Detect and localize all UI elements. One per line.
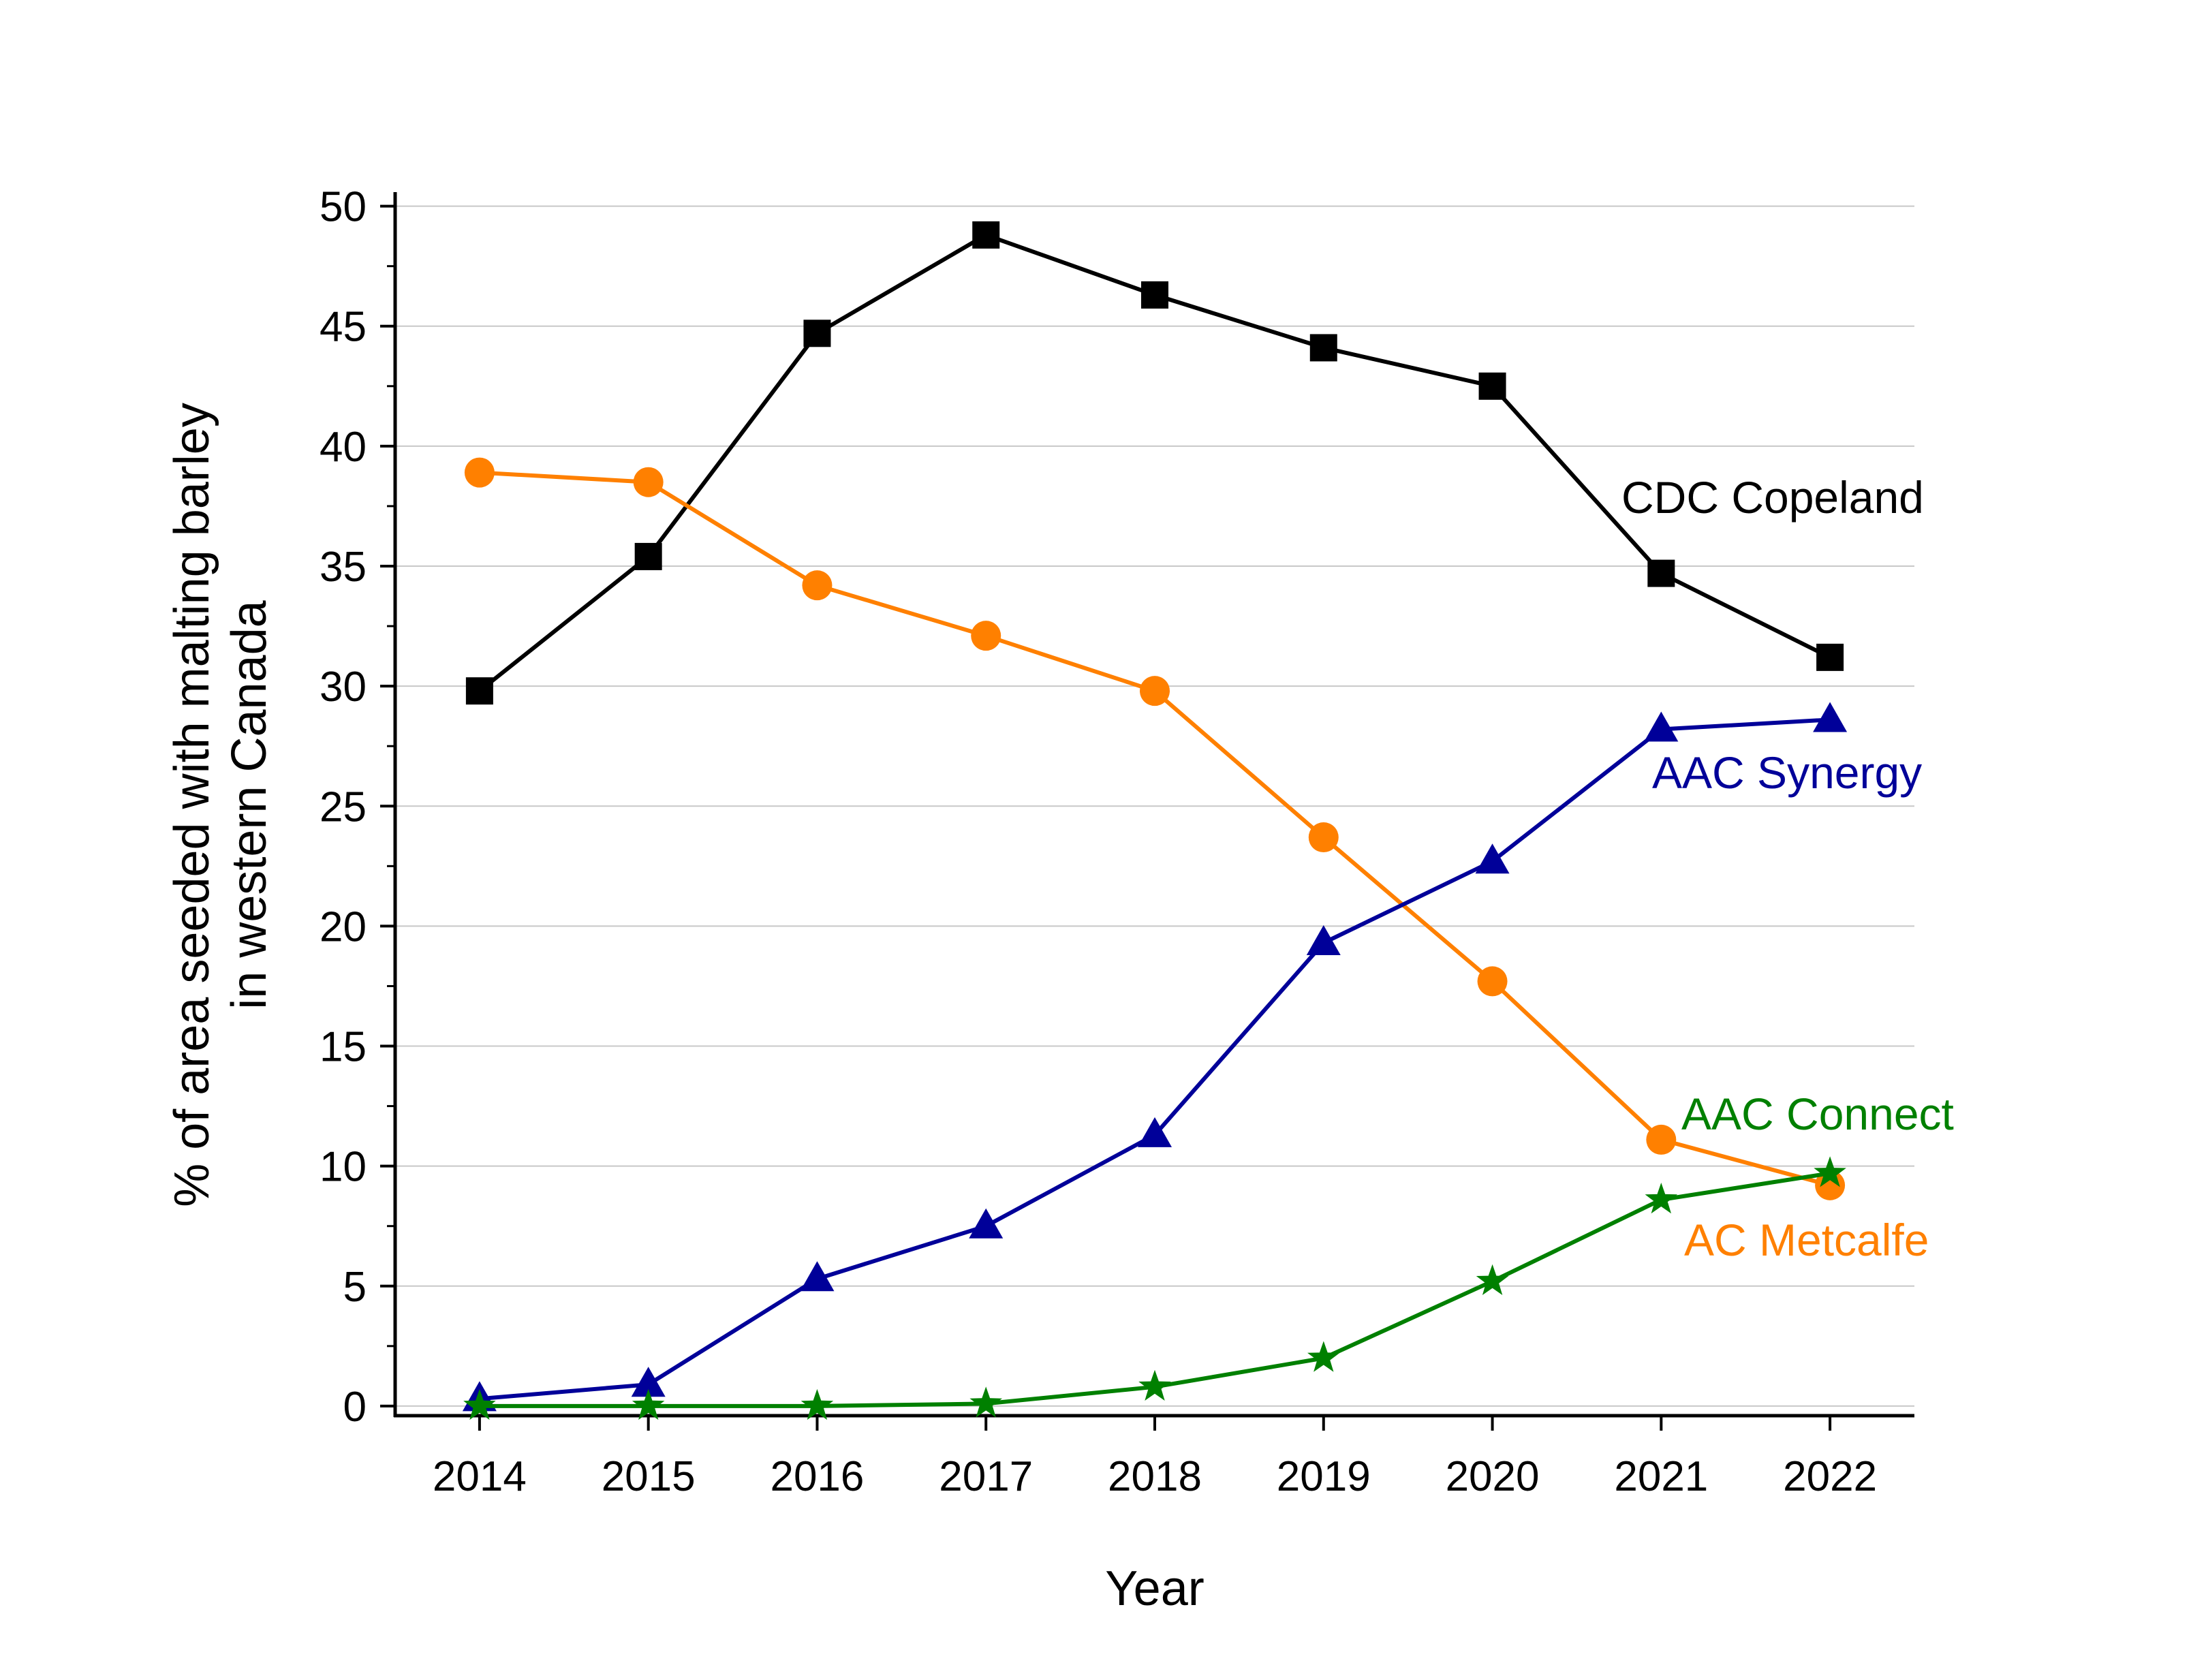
y-tick-label: 10	[320, 1144, 367, 1191]
data-point-square	[1647, 559, 1675, 587]
y-axis-title: % of area seeded with malting barleyin w…	[165, 403, 277, 1207]
data-point-triangle	[1644, 711, 1679, 742]
data-point-circle	[1308, 822, 1339, 853]
data-point-square	[634, 542, 662, 570]
series-lines	[462, 221, 1848, 1420]
data-point-star	[1645, 1183, 1678, 1214]
y-tick-label: 30	[320, 664, 367, 711]
data-point-triangle	[1813, 702, 1848, 732]
data-point-star	[801, 1388, 834, 1420]
data-point-triangle	[969, 1208, 1004, 1239]
data-point-star	[632, 1388, 665, 1420]
data-point-circle	[464, 457, 495, 488]
axes: 0 5 10 15 20 25 30 35 40 45 50 2014 2015 2016 2017 2018…	[165, 184, 1914, 1616]
x-tick-label: 2019	[1277, 1453, 1371, 1500]
y-tick-label: 15	[320, 1024, 367, 1071]
data-point-star	[1476, 1264, 1509, 1295]
data-point-triangle	[1475, 843, 1510, 874]
data-point-square	[1816, 643, 1844, 671]
data-point-star	[969, 1386, 1002, 1418]
data-point-star	[1307, 1341, 1340, 1372]
series-label: AAC Connect	[1681, 1089, 1954, 1139]
x-tick-label: 2018	[1108, 1453, 1202, 1500]
data-point-triangle	[631, 1367, 666, 1397]
series-label: AAC Synergy	[1652, 747, 1922, 798]
x-tick-label: 2020	[1446, 1453, 1540, 1500]
y-tick-label: 35	[320, 544, 367, 591]
y-tick-label: 25	[320, 783, 367, 830]
data-point-circle	[1815, 1170, 1846, 1200]
data-point-circle	[633, 467, 664, 497]
y-tick-label: 20	[320, 903, 367, 950]
y-tick-label: 5	[343, 1264, 367, 1311]
data-point-circle	[971, 621, 1001, 651]
series-cdc-copeland	[465, 221, 1844, 705]
gridlines	[395, 205, 1914, 1407]
data-point-triangle	[800, 1261, 835, 1292]
series-aac-synergy	[462, 702, 1848, 1412]
data-point-square	[1309, 334, 1337, 362]
data-point-star	[463, 1388, 496, 1420]
data-point-triangle	[1306, 925, 1341, 956]
x-tick-label: 2022	[1783, 1453, 1877, 1500]
y-tick-label: 45	[320, 304, 367, 351]
data-point-square	[1478, 372, 1506, 400]
data-point-star	[1138, 1369, 1171, 1401]
series-label: AC Metcalfe	[1684, 1215, 1929, 1265]
y-axis-title-line: % of area seeded with malting barley	[165, 403, 219, 1207]
x-tick-label: 2021	[1614, 1453, 1708, 1500]
x-tick-label: 2015	[602, 1453, 696, 1500]
x-tick-label: 2014	[433, 1453, 527, 1500]
series-ac-metcalfe	[464, 457, 1846, 1200]
data-point-circle	[1646, 1124, 1677, 1155]
x-tick-label: 2017	[939, 1453, 1033, 1500]
data-point-square	[1141, 281, 1168, 309]
series-aac-connect	[463, 1156, 1846, 1420]
y-tick-label: 50	[320, 184, 367, 231]
series-labels: CDC Copeland AC Metcalfe AAC Synergy AAC Co…	[1621, 472, 1954, 1265]
data-point-square	[803, 320, 831, 347]
x-tick-label: 2016	[770, 1453, 864, 1500]
data-point-square	[465, 677, 493, 705]
series-label: CDC Copeland	[1621, 472, 1924, 523]
data-point-circle	[1477, 966, 1508, 997]
y-axis-title-line: in western Canada	[222, 600, 277, 1009]
data-point-square	[972, 221, 1000, 249]
series-line	[479, 717, 1831, 1401]
y-tick-label: 0	[343, 1384, 367, 1431]
data-point-circle	[1140, 676, 1170, 706]
series-line	[479, 470, 1831, 1187]
data-point-star	[1814, 1156, 1846, 1187]
data-point-circle	[802, 570, 833, 601]
x-axis-title: Year	[1105, 1561, 1204, 1616]
data-point-triangle	[1138, 1117, 1172, 1147]
y-tick-label: 40	[320, 424, 367, 471]
